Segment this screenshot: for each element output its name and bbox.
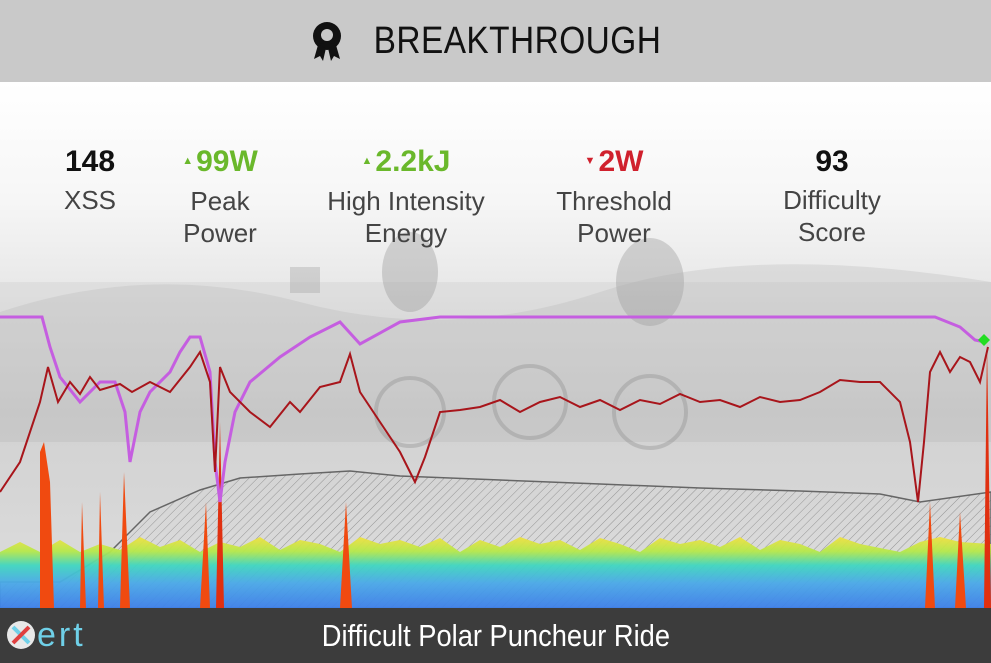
metric-label: High Intensity Energy: [327, 186, 485, 249]
ride-summary-panel: 148 XSS ▲ 99W Peak Power ▲ 2.2kJ High Inte…: [0, 82, 991, 608]
header-bar: BREAKTHROUGH: [0, 0, 991, 82]
metric-value: 93: [815, 145, 849, 178]
metric-label: Threshold Power: [556, 186, 672, 249]
metric-xss: 148 XSS: [64, 142, 116, 216]
mpa-line: [0, 315, 986, 503]
metric-peak-power: ▲ 99W Peak Power: [150, 142, 290, 249]
metric-value: ▲ 99W: [182, 145, 258, 178]
metric-label: XSS: [63, 185, 117, 215]
x-logo-icon: [7, 621, 35, 649]
current-position-marker: [978, 334, 990, 346]
page-title: BREAKTHROUGH: [373, 19, 662, 62]
award-badge-icon: [313, 22, 342, 61]
metric-value: ▼ 2W: [584, 145, 644, 178]
footer-bar: Difficult Polar Puncheur Ride: [0, 608, 991, 663]
trend-up-icon: ▲: [182, 155, 194, 168]
power-bars: [0, 342, 991, 608]
xert-logo: ert: [6, 612, 86, 658]
metric-label: Difficulty Score: [783, 185, 881, 247]
logo-text: ert: [37, 616, 86, 654]
metric-threshold-power: ▼ 2W Threshold Power: [534, 142, 694, 249]
trend-up-icon: ▲: [361, 155, 373, 168]
metric-value: 148: [64, 145, 116, 178]
metric-label: Peak Power: [183, 186, 257, 249]
ride-chart[interactable]: [0, 82, 991, 608]
ride-name: Difficult Polar Puncheur Ride: [321, 617, 670, 653]
metric-value: ▲ 2.2kJ: [361, 145, 451, 178]
trend-down-icon: ▼: [584, 155, 596, 168]
metric-difficulty-score: 93 Difficulty Score: [753, 142, 912, 248]
power-line: [0, 346, 989, 503]
metric-high-intensity-energy: ▲ 2.2kJ High Intensity Energy: [306, 142, 506, 249]
